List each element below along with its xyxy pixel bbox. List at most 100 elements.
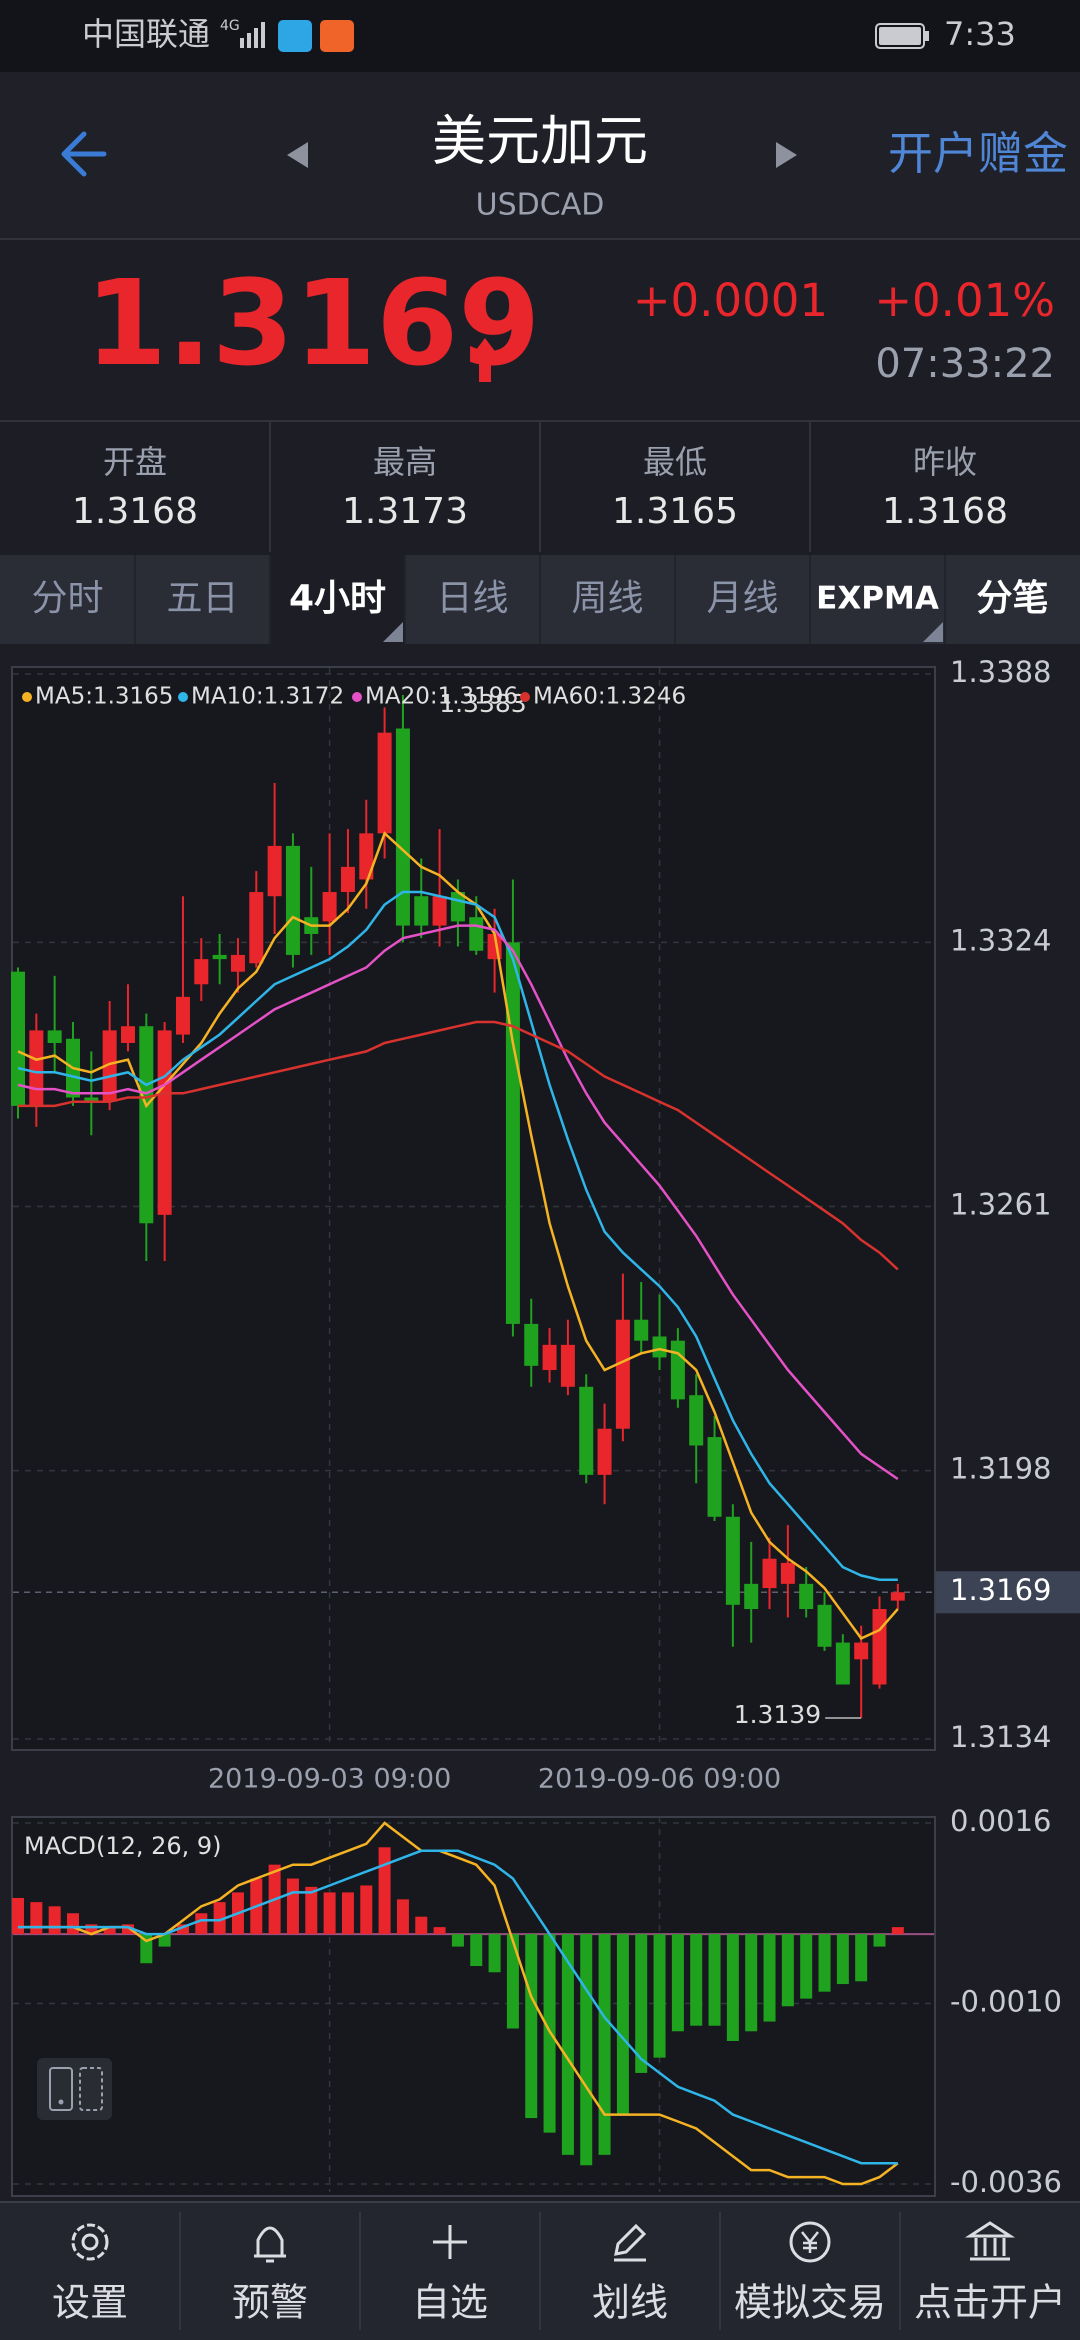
candle-body (194, 959, 209, 985)
macd-bar (66, 1913, 79, 1935)
clock: 7:33 (944, 15, 1016, 53)
candle-body (157, 1030, 172, 1215)
ma-line (17, 890, 898, 1581)
macd-bar (561, 1934, 574, 2155)
tab[interactable]: EXPMA (816, 581, 939, 617)
candle-body (634, 1319, 649, 1341)
candle-body (762, 1558, 777, 1589)
carrier: 中国联通 (82, 15, 210, 53)
macd-bar (891, 1927, 904, 1935)
x-tick-label: 2019-09-06 09:00 (538, 1764, 781, 1795)
macd-bar (745, 1934, 758, 2032)
candle-body (597, 1428, 612, 1475)
candle-body (524, 1323, 539, 1366)
y-tick-label: 1.3134 (950, 1720, 1051, 1754)
tabs: 分时 五日 4小时 日线 周线 月线 EXPMA 分笔 (0, 555, 1080, 644)
ma-line (18, 1849, 898, 2165)
layout-toggle[interactable] (37, 2058, 112, 2120)
open-account[interactable]: 开户赠金 (888, 127, 1068, 180)
candle-body (615, 1319, 630, 1429)
tab[interactable]: 4小时 (289, 578, 386, 619)
nav-label[interactable]: 设置 (52, 2281, 128, 2325)
macd-bar (726, 1934, 739, 2041)
tab[interactable]: 日线 (436, 578, 508, 619)
back-button[interactable] (61, 131, 107, 177)
macd-bar (140, 1934, 153, 1964)
nav-label[interactable]: 自选 (412, 2281, 488, 2325)
legend-dot (352, 692, 362, 702)
macd-bar (12, 1897, 24, 1935)
candle-body (542, 1344, 557, 1371)
candle-body (744, 1583, 759, 1610)
macd-bar (671, 1934, 684, 2032)
candle-body (84, 1097, 99, 1102)
battery-tip (925, 31, 929, 41)
tab-corner (383, 622, 403, 642)
stat-value: 1.3165 (612, 491, 738, 532)
candle-body (340, 866, 355, 893)
candle-body (725, 1516, 740, 1605)
candle-body (175, 996, 190, 1035)
candle-body (890, 1592, 905, 1601)
candle-body (285, 845, 300, 955)
macd-bar (103, 1927, 116, 1935)
candle-body (377, 732, 392, 834)
charts: 1.3388 1.3324 1.3261 1.3198 1.3134 1.3169 2019… (11, 655, 1080, 2199)
current-tag (936, 1571, 1080, 1614)
candle-body (689, 1395, 704, 1446)
y-tick-label: 1.3324 (950, 923, 1051, 957)
macd-bar (213, 1902, 226, 1935)
tab[interactable]: 周线 (571, 578, 643, 619)
macd-bar (396, 1899, 409, 1935)
nav-item[interactable]: 点击开户 (914, 2221, 1066, 2325)
nav-item[interactable]: 设置 (52, 2223, 128, 2325)
candle-body (469, 917, 484, 951)
macd-bar (781, 1934, 794, 2007)
legend-label: MA20:1.3196 (365, 684, 518, 710)
app-icon (278, 20, 312, 52)
nav-item[interactable]: 模拟交易 (734, 2221, 886, 2325)
tab[interactable]: 五日 (166, 578, 238, 619)
nav-label[interactable]: 划线 (592, 2281, 668, 2325)
y-tick-label: -0.0036 (950, 2165, 1062, 2199)
macd-bar (506, 1934, 519, 2029)
ma-line (18, 1020, 899, 1271)
stat-label: 最高 (373, 443, 437, 481)
battery (875, 23, 925, 49)
nav: 设置 预警 自选 划线 模拟交易 点击开户 (52, 2212, 1066, 2330)
stat-label: 昨收 (913, 443, 977, 481)
macd-bar (433, 1927, 446, 1935)
candle-body (414, 896, 429, 926)
legend-dot (178, 692, 188, 702)
nav-item[interactable]: 划线 (592, 2223, 668, 2325)
nav-label[interactable]: 点击开户 (914, 2281, 1066, 2325)
candle-body (322, 892, 337, 922)
macd-bar (176, 1924, 189, 1935)
x-tick-label: 2019-09-03 09:00 (208, 1764, 451, 1795)
prev-button[interactable] (287, 142, 308, 168)
stat-value: 1.3173 (342, 491, 468, 532)
nav-label[interactable]: 预警 (232, 2281, 308, 2325)
macd-bar (690, 1934, 703, 2026)
candle-body (835, 1642, 850, 1685)
y-tick-label: -0.0010 (950, 1985, 1062, 2019)
icon (614, 2223, 647, 2262)
macd-bar (653, 1934, 666, 2058)
candle-body (29, 1030, 44, 1106)
next-button[interactable] (776, 142, 797, 168)
tab[interactable]: 分时 (31, 578, 103, 619)
icon (81, 2233, 99, 2251)
candle-body (230, 954, 245, 972)
nav-item[interactable]: 自选 (412, 2225, 488, 2325)
macd-bar (360, 1885, 373, 1935)
tab[interactable]: 分笔 (976, 578, 1048, 619)
tab[interactable]: 月线 (706, 578, 778, 619)
candle-body (47, 1030, 62, 1043)
macd-bar (286, 1878, 299, 1935)
legend-label: MA10:1.3172 (191, 684, 344, 710)
macd-bar (305, 1886, 318, 1935)
nav-item[interactable]: 预警 (232, 2226, 308, 2325)
nav-label[interactable]: 模拟交易 (734, 2281, 886, 2325)
macd-bar (580, 1934, 593, 2166)
